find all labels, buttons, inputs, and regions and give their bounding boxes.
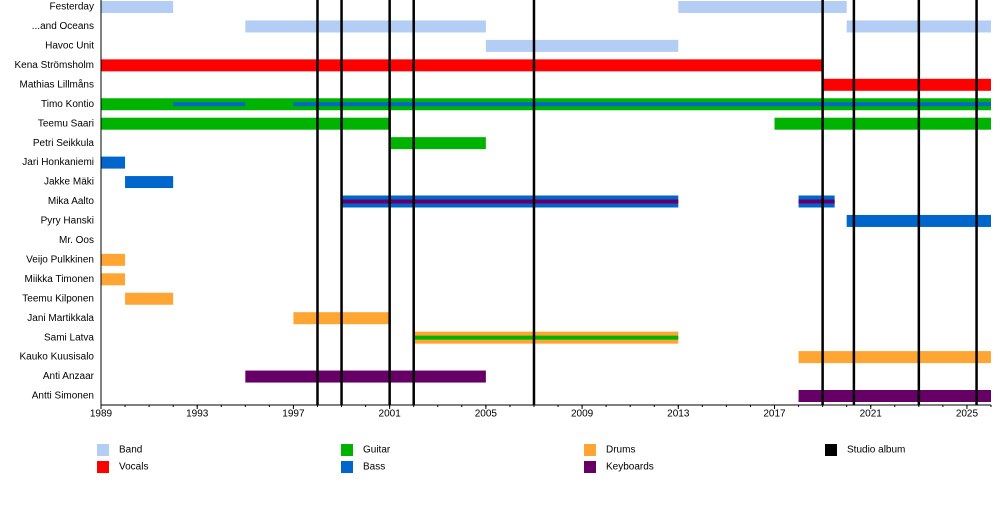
row-label: Sami Latva — [44, 332, 94, 343]
bar — [101, 273, 126, 286]
legend-swatch — [341, 461, 353, 473]
legend-label: Drums — [606, 445, 635, 456]
legend-label: Vocals — [119, 462, 148, 473]
bar — [822, 78, 991, 91]
inner-bar — [293, 102, 991, 107]
row-label: Antti Simonen — [32, 391, 94, 402]
row-label: Mr. Oos — [59, 235, 94, 246]
x-tick-label: 2025 — [956, 409, 979, 420]
bar — [798, 351, 991, 364]
bar — [101, 59, 823, 72]
bar — [678, 1, 847, 13]
inner-bar — [798, 199, 835, 204]
bar — [125, 292, 174, 305]
row-label: Timo Kontio — [41, 99, 94, 110]
row-label: Havoc Unit — [45, 41, 94, 52]
row-label: Teemu Kilponen — [22, 293, 94, 304]
legend-label: Bass — [363, 462, 385, 473]
bar — [101, 156, 126, 169]
x-tick-label: 1989 — [90, 409, 113, 420]
bar — [485, 39, 679, 52]
inner-bar — [413, 335, 679, 340]
legend-swatch — [825, 444, 837, 456]
legend-label: Keyboards — [606, 462, 654, 473]
bar — [245, 20, 486, 33]
x-tick-label: 1997 — [282, 409, 305, 420]
bar — [798, 390, 991, 402]
legend-label: Studio album — [847, 445, 905, 456]
inner-bar — [173, 102, 246, 107]
row-label: Kena Strömsholm — [15, 60, 94, 71]
row-label: Kauko Kuusisalo — [20, 352, 95, 363]
bar — [389, 137, 486, 150]
x-tick-label: 2009 — [571, 409, 594, 420]
legend-swatch — [97, 444, 109, 456]
row-label: Jani Martikkala — [27, 313, 94, 324]
inner-bar — [341, 199, 679, 204]
legend-label: Band — [119, 445, 142, 456]
legend-label: Guitar — [363, 445, 391, 456]
legend-swatch — [584, 461, 596, 473]
x-tick-label: 2017 — [763, 409, 786, 420]
x-tick-label: 2013 — [667, 409, 690, 420]
row-label: Jakke Mäki — [44, 177, 94, 188]
row-label: Festerday — [50, 2, 94, 13]
row-label: Anti Anzaar — [43, 371, 95, 382]
row-label: ...and Oceans — [32, 21, 94, 32]
row-label: Mika Aalto — [48, 196, 95, 207]
row-label: Miikka Timonen — [25, 274, 94, 285]
row-label: Pyry Hanski — [41, 216, 94, 227]
bar — [774, 117, 991, 130]
bar — [245, 370, 486, 383]
bar — [101, 117, 390, 130]
bar — [125, 176, 174, 189]
x-tick-label: 2021 — [860, 409, 883, 420]
legend-swatch — [341, 444, 353, 456]
row-label: Mathias Lillmåns — [20, 78, 94, 90]
x-tick-label: 2001 — [379, 409, 402, 420]
bar — [101, 1, 174, 13]
x-tick-label: 2005 — [475, 409, 498, 420]
row-label: Jari Honkaniemi — [22, 157, 94, 168]
bar — [101, 253, 126, 266]
row-label: Teemu Saari — [38, 118, 94, 129]
row-label: Veijo Pulkkinen — [26, 254, 94, 265]
legend-swatch — [97, 461, 109, 473]
row-label: Petri Seikkula — [33, 138, 95, 149]
x-tick-label: 1993 — [186, 409, 209, 420]
legend-swatch — [584, 444, 596, 456]
